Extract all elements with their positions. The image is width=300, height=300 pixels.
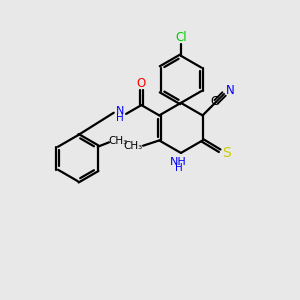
Text: N: N (226, 84, 235, 97)
Text: H: H (175, 163, 182, 173)
Text: CH₃: CH₃ (123, 141, 142, 151)
Text: O: O (137, 77, 146, 90)
Text: NH: NH (170, 157, 187, 167)
Text: Cl: Cl (175, 31, 187, 44)
Text: S: S (222, 146, 230, 160)
Text: H: H (116, 113, 124, 123)
Text: C: C (211, 95, 219, 108)
Text: N: N (116, 106, 124, 116)
Text: CH₃: CH₃ (109, 136, 128, 146)
